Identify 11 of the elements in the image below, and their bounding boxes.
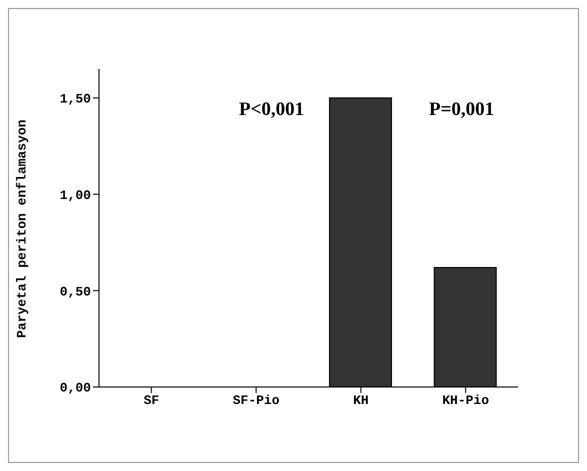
x-tick-label: KH-Pio [442, 393, 490, 408]
y-tick-label: 0,50 [60, 284, 92, 300]
annotation: P<0,001 [239, 99, 304, 121]
annotation: P=0,001 [429, 99, 494, 121]
y-tick-label: 0,00 [60, 380, 92, 396]
x-tick-label: SF [144, 393, 160, 408]
x-tick-label: KH [353, 393, 369, 408]
y-tick-label: 1,00 [60, 188, 92, 203]
y-tick-label: 1,50 [60, 92, 92, 107]
y-axis-title: Paryetal periton enflamasyon [14, 119, 30, 338]
x-tick-label: SF-Pio [232, 393, 280, 408]
